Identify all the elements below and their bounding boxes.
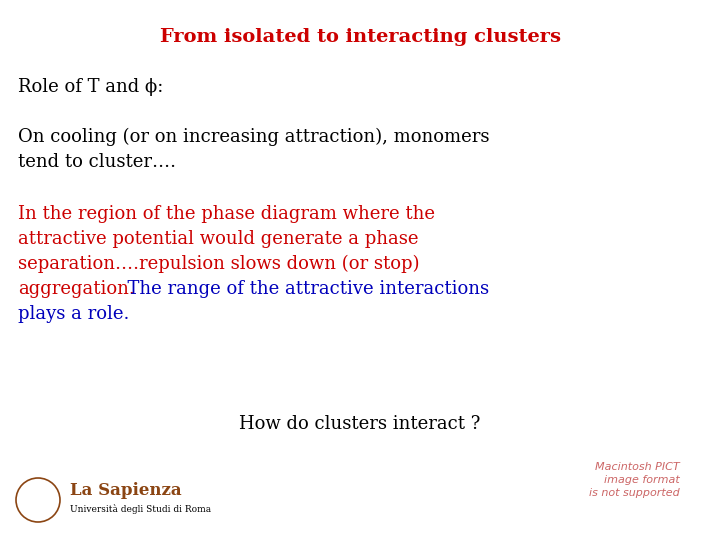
Text: In the region of the phase diagram where the: In the region of the phase diagram where… — [18, 205, 435, 223]
Text: From isolated to interacting clusters: From isolated to interacting clusters — [160, 28, 560, 46]
Text: Role of T and ϕ:: Role of T and ϕ: — [18, 78, 163, 96]
Text: Università degli Studi di Roma: Università degli Studi di Roma — [70, 504, 211, 514]
Text: The range of the attractive interactions: The range of the attractive interactions — [116, 280, 489, 298]
Text: On cooling (or on increasing attraction), monomers: On cooling (or on increasing attraction)… — [18, 128, 490, 146]
Text: tend to cluster….: tend to cluster…. — [18, 153, 176, 171]
Text: attractive potential would generate a phase: attractive potential would generate a ph… — [18, 230, 418, 248]
Text: plays a role.: plays a role. — [18, 305, 130, 323]
Text: Macintosh PICT
image format
is not supported: Macintosh PICT image format is not suppo… — [589, 462, 680, 498]
Text: aggregation.: aggregation. — [18, 280, 135, 298]
Text: How do clusters interact ?: How do clusters interact ? — [239, 415, 481, 433]
Text: La Sapienza: La Sapienza — [70, 482, 181, 499]
Text: separation….repulsion slows down (or stop): separation….repulsion slows down (or sto… — [18, 255, 420, 273]
